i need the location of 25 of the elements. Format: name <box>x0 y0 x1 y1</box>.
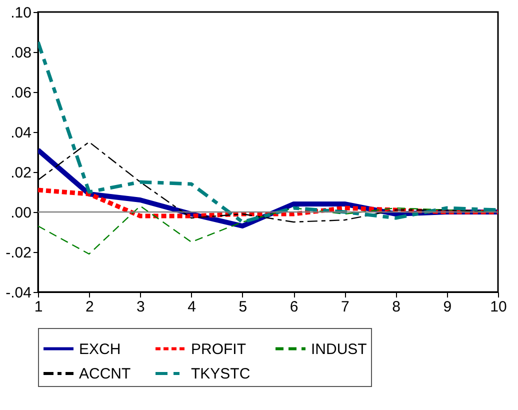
y-tick-label: .02 <box>10 164 32 182</box>
y-tick-label: .10 <box>10 4 32 22</box>
legend-label: INDUST <box>311 340 367 358</box>
y-tick-label: .08 <box>10 44 32 62</box>
x-tick-label: 9 <box>443 298 452 316</box>
x-tick-label: 10 <box>490 298 507 316</box>
y-tick-label: .04 <box>10 124 32 142</box>
x-tick-label: 3 <box>136 298 145 316</box>
legend-label: TKYSTC <box>191 366 250 382</box>
line-series <box>38 188 498 218</box>
x-tick-label: 8 <box>392 298 400 316</box>
legend-label: EXCH <box>79 340 121 358</box>
x-tick-label: 6 <box>290 298 298 316</box>
x-tick-label: 2 <box>85 298 94 316</box>
y-tick-label: -.04 <box>6 284 32 302</box>
y-tick-label: .00 <box>10 204 32 222</box>
y-tick-label: .06 <box>10 84 32 102</box>
line-series <box>38 40 498 224</box>
x-tick-label: 4 <box>188 298 196 316</box>
x-tick-label: 1 <box>34 298 43 316</box>
x-tick-label: 5 <box>238 298 248 316</box>
legend-label: PROFIT <box>191 340 246 358</box>
y-tick-label: -.02 <box>6 244 32 262</box>
legend-label: ACCNT <box>79 366 131 382</box>
x-tick-label: 7 <box>340 298 350 316</box>
